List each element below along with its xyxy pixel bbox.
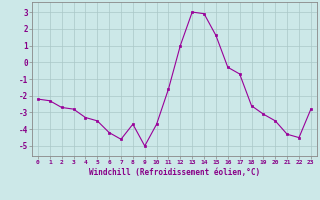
X-axis label: Windchill (Refroidissement éolien,°C): Windchill (Refroidissement éolien,°C) (89, 168, 260, 177)
